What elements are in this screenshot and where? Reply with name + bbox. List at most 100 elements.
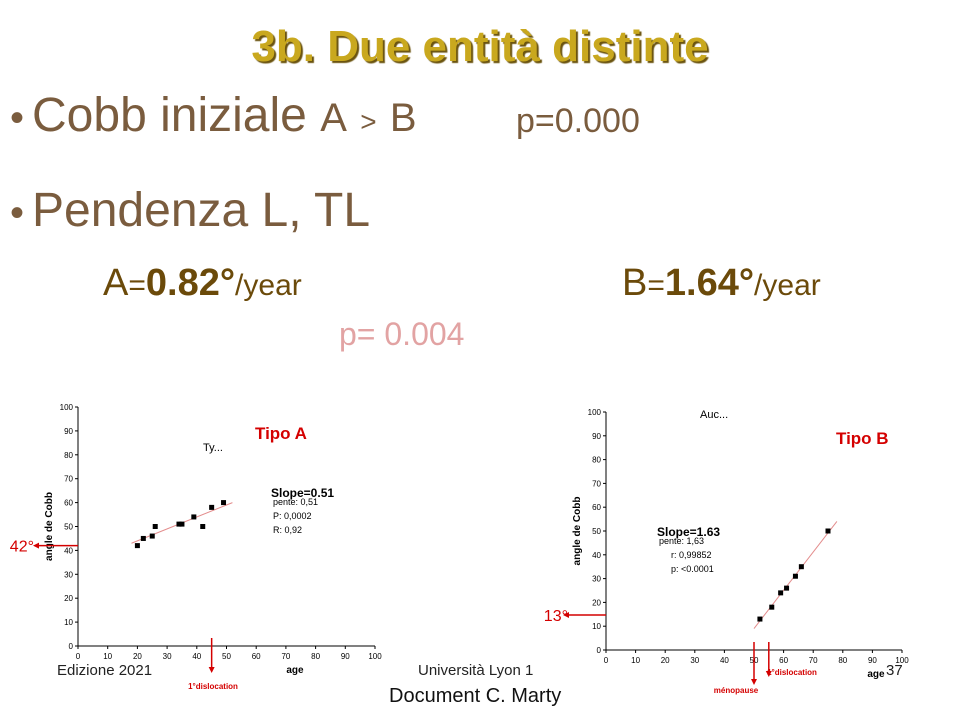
bullet-cobb-text: Cobb iniziale [32,89,307,142]
x-tick-label: 10 [631,656,640,665]
rate-b-value: 1.64° [664,262,755,304]
x-tick-label: 20 [661,656,670,665]
left-marker-label: 13° [544,608,568,625]
footer-page-number: 37 [886,662,903,679]
slope-annotation: Slope=1.63 [657,525,720,539]
y-axis-label: angle de Cobb [44,492,55,561]
data-point [152,524,158,529]
x-tick-label: 30 [690,656,699,665]
rate-b-unit: /year [754,269,821,302]
y-tick-label: 100 [60,403,74,412]
data-point [134,543,140,549]
label-a: A [320,96,347,140]
y-tick-label: 40 [592,551,601,560]
data-point [778,590,784,596]
y-tick-label: 20 [592,598,601,607]
x-tick-label: 20 [133,652,142,661]
p-value-rates: p= 0.004 [339,316,465,352]
rate-a-unit: /year [235,269,302,302]
data-point [798,564,804,570]
bullet-pendenza-text: Pendenza L, TL [32,184,371,237]
left-marker-arrowhead [563,612,569,619]
y-axis-label: angle de Cobb [572,497,583,566]
x-tick-label: 50 [222,652,231,661]
y-tick-label: 30 [592,575,601,584]
rate-a-eq: = [128,269,146,302]
chart-tipo-a: 0 10 20 30 40 50 60 70 80 90 100 0 10 20 30 40 50 60 70 80 9… [10,403,382,691]
chart-title: Auc... [700,409,728,421]
y-tick-label: 60 [592,503,601,512]
label-b: B [389,96,417,140]
data-point [140,535,146,541]
x-tick-label: 100 [895,656,909,665]
y-tick-label: 20 [64,594,73,603]
p-value-cobb: p=0.000 [516,102,640,140]
footer-document: Document C. Marty [389,685,562,707]
x-tick-label: 0 [604,656,609,665]
footer-edition: Edizione 2021 [57,662,153,679]
x-tick-label: 10 [103,652,112,661]
y-tick-label: 90 [592,432,601,441]
x-tick-label: 60 [252,652,261,661]
dislocation-arrowhead [208,667,215,673]
y-tick-label: 10 [64,618,73,627]
left-marker-arrowhead [33,542,39,549]
stat-annotation: r: 0,99852 [671,550,712,560]
x-tick-label: 100 [368,652,382,661]
data-point [825,528,831,534]
x-tick-label: 90 [341,652,350,661]
bullet-dot: • [10,96,25,140]
y-tick-label: 60 [64,499,73,508]
y-tick-label: 70 [592,479,601,488]
x-axis-label: age [867,669,885,680]
y-tick-label: 0 [597,646,602,655]
menopause-label: ménopause [714,686,759,695]
data-point [784,585,790,591]
data-point [209,504,215,510]
data-point [221,500,227,506]
chart-title: Ty... [203,442,223,454]
data-point [176,521,182,527]
rate-a-value: 0.82° [145,262,236,304]
stat-annotation: P: 0,0002 [273,511,312,521]
x-tick-label: 60 [779,656,788,665]
y-tick-label: 50 [592,527,601,536]
x-tick-label: 40 [192,652,201,661]
y-tick-label: 40 [64,546,73,555]
pente-annotation: pente: 0,51 [273,497,318,507]
y-tick-label: 10 [592,622,601,631]
x-tick-label: 40 [720,656,729,665]
dislocation-arrowhead [765,671,772,677]
slope-annotation: Slope=0.51 [271,486,334,500]
x-tick-label: 80 [311,652,320,661]
x-tick-label: 90 [868,656,877,665]
dislocation-label: 1°dislocation [188,682,238,691]
data-point [200,524,206,529]
menopause-arrowhead [751,679,757,685]
rate-b-eq: = [647,269,665,302]
tipo-label: Tipo A [255,424,307,443]
y-tick-label: 100 [588,408,602,417]
data-point [191,514,197,520]
data-point [179,521,185,527]
y-tick-label: 0 [69,642,74,651]
y-tick-label: 80 [64,451,73,460]
rate-b: B=1.64°/year [622,262,821,305]
pente-annotation: pente: 1,63 [659,536,704,546]
x-tick-label: 0 [76,652,81,661]
chart-tipo-b: 0102030405060708090100010203040506070809… [544,408,909,695]
footer-university: Università Lyon 1 [418,662,534,679]
dislocation-label: 1°dislocation [767,668,817,677]
x-tick-label: 30 [163,652,172,661]
y-tick-label: 50 [64,523,73,532]
rate-b-letter: B [622,262,648,304]
data-point [757,616,763,622]
bullet-cobb: • Cobb iniziale A > B [10,88,417,143]
bullet-dot: • [10,191,25,235]
y-tick-label: 90 [64,427,73,436]
y-tick-label: 30 [64,570,73,579]
y-tick-label: 80 [592,456,601,465]
y-tick-label: 70 [64,475,73,484]
left-marker-label: 42° [10,539,34,556]
rate-a-letter: A [103,262,129,304]
